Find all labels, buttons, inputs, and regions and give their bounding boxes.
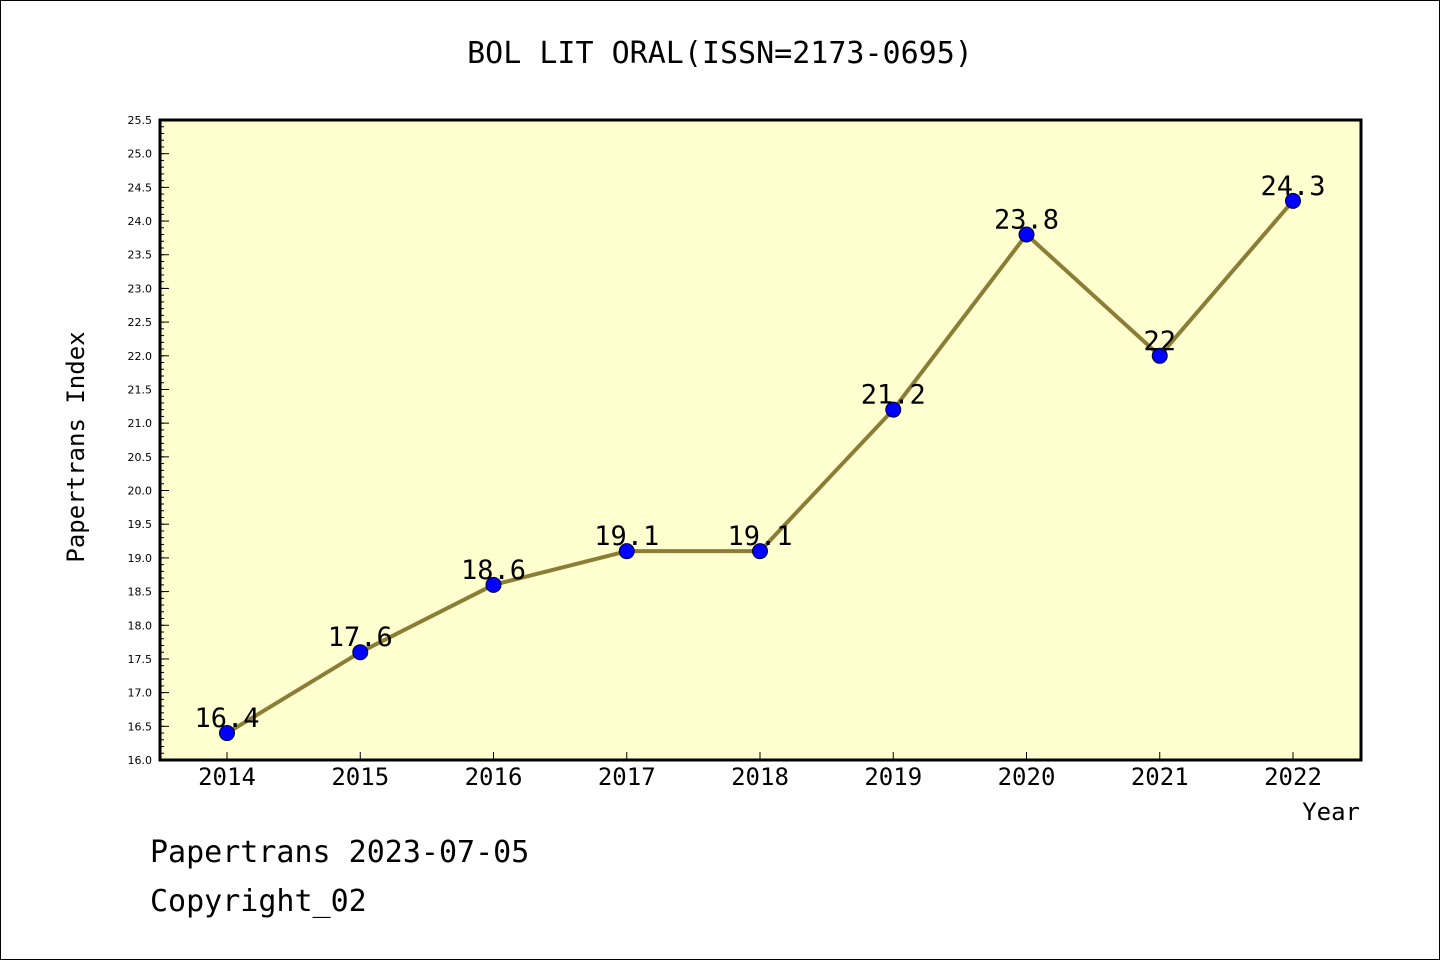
data-label: 19.1 (727, 521, 792, 552)
y-tick-label: 16.5 (128, 720, 153, 733)
y-tick-label: 19.0 (128, 552, 153, 565)
data-point (752, 543, 768, 560)
x-tick-label: 2017 (598, 763, 656, 791)
y-tick-label: 25.0 (128, 148, 153, 161)
y-tick-label: 21.5 (128, 383, 153, 396)
x-axis-title: Year (1302, 798, 1360, 826)
data-label: 19.1 (594, 521, 659, 552)
y-tick-label: 24.5 (128, 181, 153, 194)
data-point (1018, 226, 1035, 243)
data-label: 16.4 (194, 703, 259, 734)
data-labels: 16.4 17.6 18.6 19.1 19.1 21.2 23.8 22 24.3 (194, 171, 1325, 734)
y-tick-label: 22.0 (128, 350, 153, 363)
y-tick-label: 24.0 (128, 215, 153, 228)
x-tick-label: 2016 (465, 763, 523, 791)
y-tick-label: 23.5 (128, 249, 153, 262)
data-point (219, 725, 235, 742)
data-point (1285, 192, 1301, 209)
data-label: 21.2 (861, 380, 926, 411)
y-tick-label: 23.0 (128, 282, 153, 295)
data-point (1151, 347, 1168, 364)
footer-copyright: Copyright_02 (150, 884, 367, 919)
data-label: 18.6 (461, 555, 526, 586)
y-tick-label: 17.0 (128, 687, 153, 700)
data-label: 17.6 (328, 622, 393, 653)
x-tick-label: 2018 (731, 763, 789, 791)
x-tick-label: 2021 (1131, 763, 1189, 791)
y-tick-label: 21.0 (128, 417, 153, 430)
x-tick-label: 2019 (864, 763, 922, 791)
data-point (485, 576, 502, 593)
footer-date: Papertrans 2023-07-05 (150, 835, 530, 870)
y-tick-label: 20.5 (128, 451, 153, 464)
data-label: 22 (1143, 326, 1176, 357)
data-point (618, 543, 635, 560)
y-tick-label: 19.5 (128, 518, 153, 531)
data-point (352, 644, 369, 661)
x-tick-label: 2022 (1264, 763, 1322, 791)
y-tick-label: 25.5 (128, 114, 153, 127)
data-label: 24.3 (1260, 171, 1325, 202)
y-tick-label: 16.0 (128, 754, 153, 767)
y-tick-label: 20.0 (128, 485, 153, 498)
data-point (885, 401, 902, 418)
data-label: 23.8 (994, 205, 1059, 236)
x-axis-ticks: 2014 2015 2016 2017 2018 2019 2020 2021 2022 (198, 752, 1322, 791)
y-axis-title: Papertrans Index (62, 331, 90, 562)
x-tick-label: 2015 (331, 763, 389, 791)
x-tick-label: 2020 (998, 763, 1056, 791)
y-tick-label: 17.5 (128, 653, 153, 666)
data-markers (219, 192, 1301, 742)
y-tick-label: 18.0 (128, 619, 153, 632)
y-tick-label: 22.5 (128, 316, 153, 329)
y-tick-label: 18.5 (128, 586, 153, 599)
y-axis-ticks: 16.0 16.5 17.0 17.5 18.0 18.5 19.0 19.5 20.0 20.5… (128, 114, 169, 767)
x-tick-label: 2014 (198, 763, 256, 791)
chart-title: BOL LIT ORAL(ISSN=2173-0695) (467, 36, 973, 71)
